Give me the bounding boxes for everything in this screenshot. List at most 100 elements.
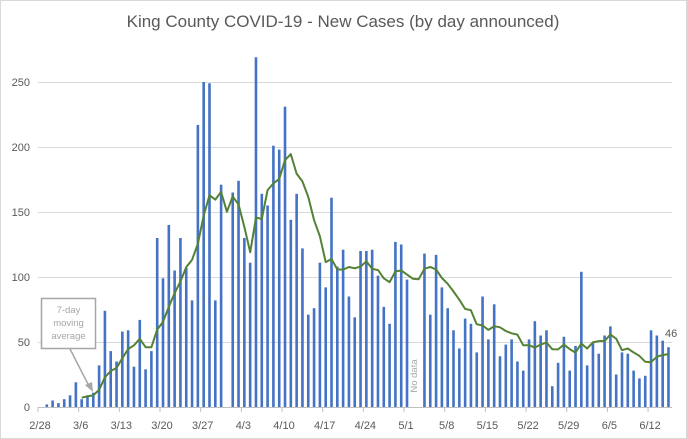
x-axis-ticks: 2/28 3/6 3/13 3/20 3/27 4/3 4/10 4/17 4/24 5/1 5/8… (29, 407, 661, 432)
callout-line-2: moving (53, 318, 84, 329)
bar-4/13 (301, 248, 304, 407)
bar-3/15 (132, 366, 136, 407)
bar-4/29 (394, 241, 397, 407)
bar-6/1 (585, 365, 589, 407)
bar-3/10 (103, 310, 107, 407)
bar-3/17 (144, 369, 147, 407)
callout-arrow (69, 348, 90, 387)
y-tick-label: 100 (12, 272, 30, 284)
bar-5/20 (516, 361, 519, 407)
x-tick-label: 5/22 (517, 420, 538, 432)
y-tick-label: 200 (12, 142, 30, 154)
no-data-label: No data (409, 359, 420, 393)
bar-4/22 (353, 317, 357, 407)
bar-5/19 (510, 339, 513, 407)
bar-3/24 (184, 267, 188, 407)
bar-5/5 (428, 314, 432, 407)
bar-4/8 (272, 145, 275, 407)
moving-average-callout: 7-day moving average (40, 297, 97, 392)
bar-5/7 (440, 287, 444, 407)
bar-6/9 (632, 370, 635, 407)
bar-4/4 (248, 262, 252, 407)
bar-4/24 (365, 251, 368, 407)
x-tick-label: 3/20 (151, 420, 172, 432)
bar-3/8 (91, 392, 95, 407)
bar-6/4 (603, 335, 606, 407)
bar-5/9 (452, 330, 455, 407)
bar-3/29 (214, 300, 217, 407)
bar-5/31 (580, 271, 583, 407)
bar-5/17 (498, 356, 502, 407)
bar-3/13 (121, 331, 124, 407)
bar-3/21 (167, 225, 171, 407)
bar-4/3 (243, 238, 246, 407)
callout-line-3: average (51, 331, 85, 342)
x-tick-label: 6/5 (602, 420, 617, 432)
gridlines (38, 82, 672, 343)
bar-4/27 (382, 306, 386, 407)
x-tick-label: 6/12 (639, 420, 660, 432)
bar-3/23 (179, 238, 182, 407)
moving-average-line (81, 153, 669, 399)
bar-3/2 (57, 403, 60, 407)
y-tick-label: 50 (18, 337, 30, 349)
bar-6/10 (638, 378, 641, 407)
bar-5/27 (556, 362, 560, 407)
x-tick-label: 3/6 (73, 420, 88, 432)
bar-3/12 (115, 361, 118, 407)
bar-3/4 (68, 395, 72, 407)
bar-6/7 (620, 352, 624, 407)
bar-3/26 (196, 124, 200, 408)
bar-6/11 (643, 375, 647, 407)
y-axis-ticks: 0 50 100 150 200 250 (12, 77, 30, 414)
bar-4/2 (237, 180, 240, 407)
bar-4/10 (283, 106, 287, 407)
bar-6/8 (626, 353, 630, 407)
bar-4/14 (306, 314, 310, 407)
bar-5/11 (463, 318, 467, 407)
bar-4/21 (347, 296, 351, 407)
callout-arrowhead (85, 382, 93, 392)
bar-6/3 (597, 353, 601, 407)
bar-5/24 (539, 335, 542, 407)
bar-4/18 (330, 197, 333, 407)
bar-5/14 (481, 296, 484, 407)
bar-5/18 (504, 344, 508, 407)
bar-4/28 (388, 323, 391, 407)
bar-3/22 (173, 270, 176, 407)
bar-4/12 (295, 193, 298, 407)
bar-4/1 (231, 192, 235, 407)
x-tick-label: 3/13 (111, 420, 132, 432)
bar-5/13 (475, 352, 479, 407)
last-value-label: 46 (665, 328, 677, 340)
bar-2/29 (45, 404, 49, 407)
x-tick-label: 5/8 (439, 420, 454, 432)
x-tick-label: 5/15 (477, 420, 498, 432)
bar-6/14 (661, 340, 664, 407)
bar-4/11 (289, 219, 293, 407)
bar-5/6 (434, 254, 438, 407)
bar-4/20 (341, 249, 345, 407)
bar-3/18 (150, 351, 153, 407)
bar-5/29 (568, 370, 572, 407)
bar-5/16 (492, 304, 496, 407)
bar-4/25 (370, 249, 374, 407)
x-tick-label: 2/28 (29, 420, 50, 432)
bar-6/15 (667, 347, 670, 407)
bar-4/6 (260, 193, 264, 407)
bar-5/4 (423, 253, 426, 407)
bars (45, 57, 670, 408)
bar-3/6 (80, 399, 83, 407)
chart-title: King County COVID-19 - New Cases (by day… (127, 12, 560, 31)
bar-3/5 (74, 382, 78, 407)
y-tick-label: 0 (24, 402, 30, 414)
bar-5/12 (469, 323, 473, 407)
bar-5/15 (487, 339, 490, 407)
bar-5/10 (458, 348, 461, 407)
bar-5/23 (533, 321, 537, 407)
bar-6/12 (649, 330, 653, 407)
bar-5/30 (574, 345, 577, 407)
bar-6/13 (655, 335, 659, 407)
x-tick-label: 3/27 (192, 420, 213, 432)
